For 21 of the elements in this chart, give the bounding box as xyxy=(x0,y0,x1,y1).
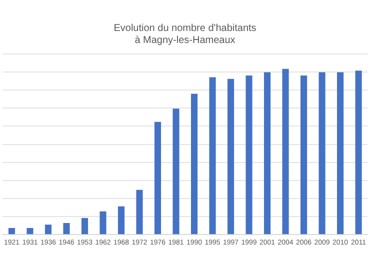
bar xyxy=(264,72,271,234)
bar xyxy=(190,94,198,234)
bar xyxy=(282,68,289,234)
bar xyxy=(300,76,308,234)
bar xyxy=(81,218,88,234)
bar xyxy=(8,228,16,234)
bar xyxy=(118,206,125,234)
chart-title: Evolution du nombre d'habitants à Magny-les-Hameaux xyxy=(114,22,256,46)
bar xyxy=(337,72,344,234)
bar xyxy=(63,223,70,234)
bar xyxy=(154,122,162,234)
bar xyxy=(26,228,34,234)
bar xyxy=(209,77,216,234)
bar xyxy=(246,76,252,234)
bar xyxy=(172,108,180,234)
bar xyxy=(227,78,234,234)
bar xyxy=(44,224,52,234)
bar xyxy=(100,211,106,234)
bar xyxy=(355,70,362,234)
bar xyxy=(136,190,143,234)
bar xyxy=(318,72,326,234)
